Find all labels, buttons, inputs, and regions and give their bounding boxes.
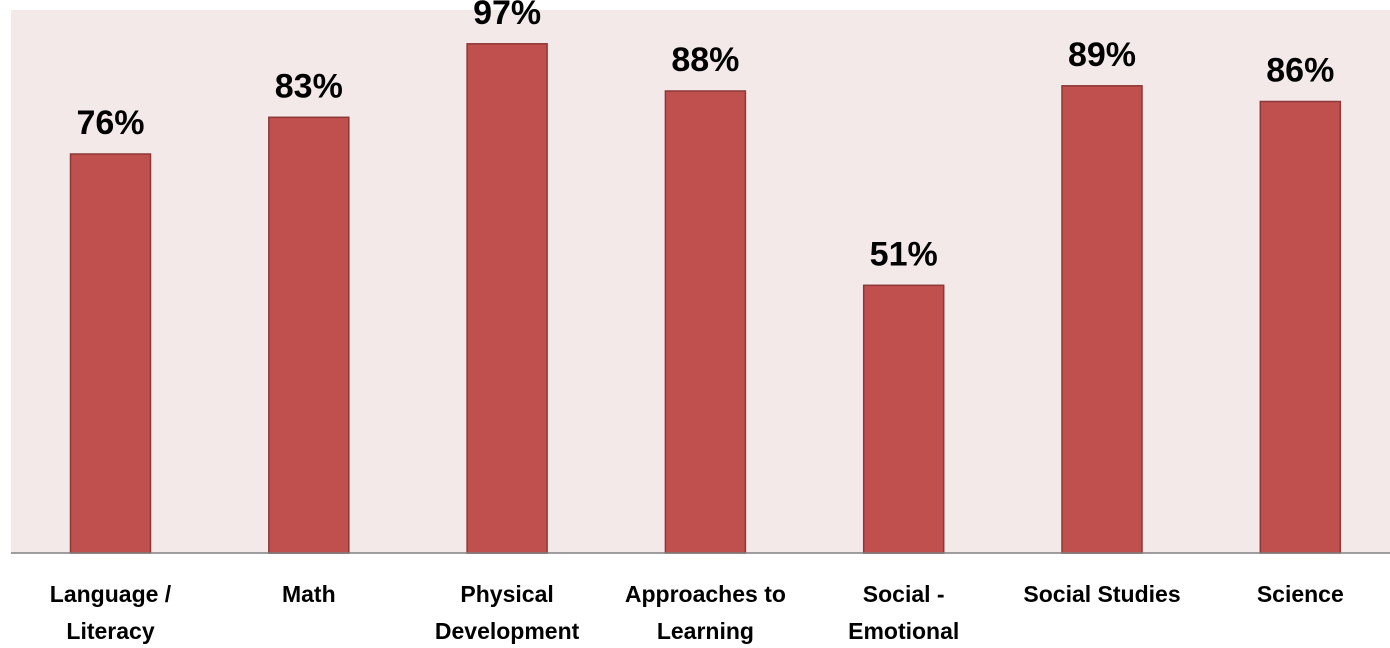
- category-label-0-line-0: Language /: [50, 581, 172, 607]
- category-label-3-line-0: Approaches to: [625, 581, 786, 607]
- bar-0: [69, 153, 152, 554]
- category-label-4: Social - Emotional: [848, 581, 959, 644]
- category-label-4-line-0: Social -: [863, 581, 945, 607]
- bars-group: [69, 43, 1342, 554]
- category-label-1: Math: [282, 581, 336, 607]
- bar-3: [664, 90, 747, 554]
- bar-4: [862, 284, 945, 554]
- category-label-2-line-1: Development: [435, 618, 580, 644]
- bar-5: [1061, 85, 1143, 554]
- value-label-4: 51%: [870, 235, 938, 273]
- value-labels-group: 76% 83% 97% 88% 51% 89% 86%: [76, 0, 1334, 273]
- value-label-0: 76%: [76, 104, 144, 142]
- category-label-4-line-1: Emotional: [848, 618, 959, 644]
- category-label-1-line-0: Math: [282, 581, 336, 607]
- bar-2: [466, 43, 548, 554]
- category-labels-group: Language / Literacy Math Physical Developmen…: [50, 581, 1344, 644]
- category-label-2-line-0: Physical: [460, 581, 553, 607]
- category-label-6-line-0: Science: [1257, 581, 1344, 607]
- category-label-2: Physical Development: [435, 581, 580, 644]
- category-label-3: Approaches to Learning: [625, 581, 786, 644]
- bar-1: [268, 116, 350, 554]
- bar-6: [1259, 100, 1342, 554]
- category-label-6: Science: [1257, 581, 1344, 607]
- category-label-3-line-1: Learning: [657, 618, 754, 644]
- category-label-0-line-1: Literacy: [66, 618, 154, 644]
- value-label-1: 83%: [275, 67, 343, 105]
- value-label-5: 89%: [1068, 36, 1136, 74]
- value-label-3: 88%: [671, 41, 739, 79]
- value-label-6: 86%: [1266, 52, 1334, 90]
- category-label-5-line-0: Social Studies: [1023, 581, 1180, 607]
- category-label-5: Social Studies: [1023, 581, 1180, 607]
- category-label-0: Language / Literacy: [50, 581, 172, 644]
- value-label-2: 97%: [473, 0, 541, 32]
